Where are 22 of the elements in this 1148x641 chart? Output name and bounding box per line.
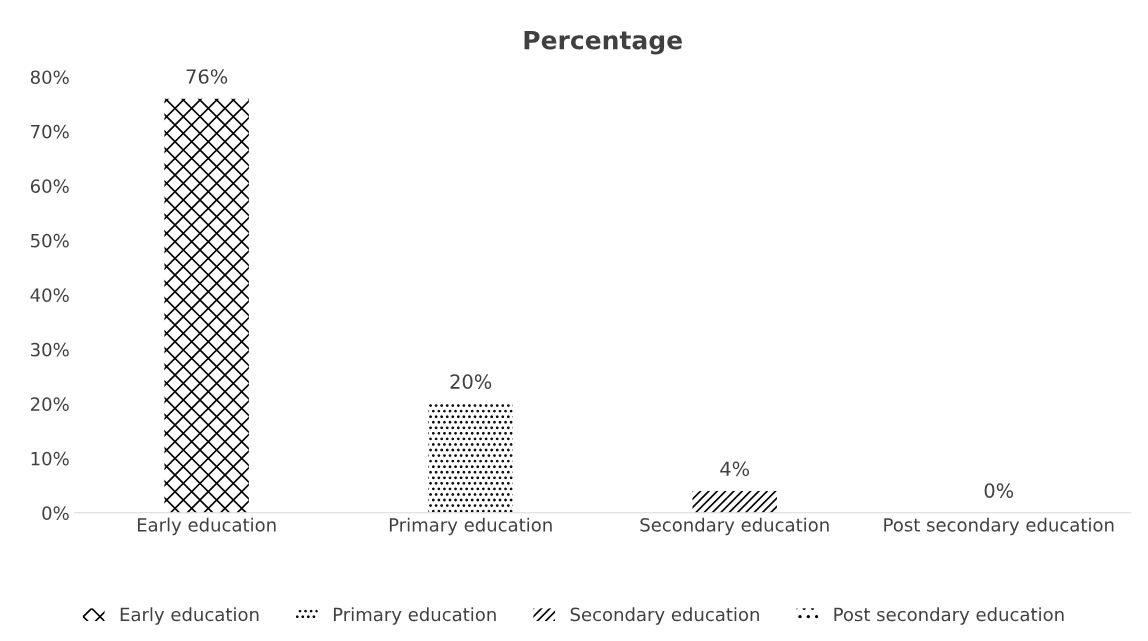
legend-label: Post secondary education xyxy=(834,607,1064,625)
data-label: 4% xyxy=(720,461,750,477)
y-tick-label: 80% xyxy=(30,70,69,85)
y-tick-label: 10% xyxy=(31,451,69,466)
y-tick-label: 70% xyxy=(31,124,69,139)
x-tick-label: Primary education xyxy=(389,517,552,536)
y-tick-label: 40% xyxy=(30,288,69,302)
y-tick-label: 0% xyxy=(42,506,69,520)
data-label: 20% xyxy=(450,374,492,389)
y-tick-label: 20% xyxy=(30,397,69,411)
y-tick-label: 50% xyxy=(31,233,69,248)
x-tick-label: Post secondary education xyxy=(884,517,1114,536)
chart-title: Percentage xyxy=(524,30,682,55)
legend-label: Secondary education xyxy=(570,607,759,625)
data-label: 76% xyxy=(186,69,228,84)
data-label: 0% xyxy=(984,483,1014,498)
y-tick-label: 30% xyxy=(31,342,69,357)
x-tick-label: Secondary education xyxy=(640,517,829,536)
legend-label: Early education xyxy=(120,607,259,625)
legend-label: Primary education xyxy=(333,607,496,625)
y-tick-label: 60% xyxy=(30,179,69,194)
x-tick-label: Early education xyxy=(137,517,276,536)
